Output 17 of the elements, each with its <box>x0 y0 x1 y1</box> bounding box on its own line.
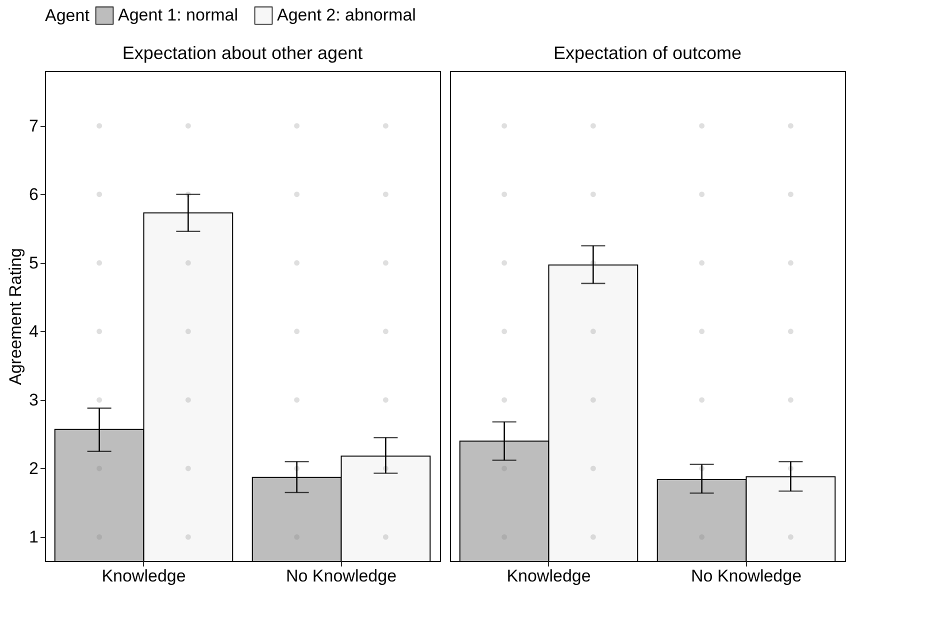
legend-label: Agent 2: abnormal <box>277 6 416 25</box>
legend-title: Agent <box>45 6 90 25</box>
legend-label: Agent 1: normal <box>118 6 238 25</box>
x-tick-label: No Knowledge <box>286 566 397 586</box>
x-tick-label: Knowledge <box>506 566 591 586</box>
chart-title: Expectation about other agent <box>122 43 363 63</box>
y-tick-label: 5 <box>29 253 38 272</box>
y-tick-label: 3 <box>29 390 38 410</box>
y-axis-title: Agreement Rating <box>6 248 26 386</box>
y-tick-label: 4 <box>29 322 38 341</box>
x-tick-label: Knowledge <box>102 566 186 586</box>
y-tick-label: 1 <box>29 528 38 547</box>
x-tick-label: No Knowledge <box>690 566 802 586</box>
chart-title: Expectation of outcome <box>553 43 742 63</box>
y-tick-label: 6 <box>29 184 38 204</box>
y-tick-label: 2 <box>29 458 38 478</box>
y-tick-label: 7 <box>29 116 38 136</box>
